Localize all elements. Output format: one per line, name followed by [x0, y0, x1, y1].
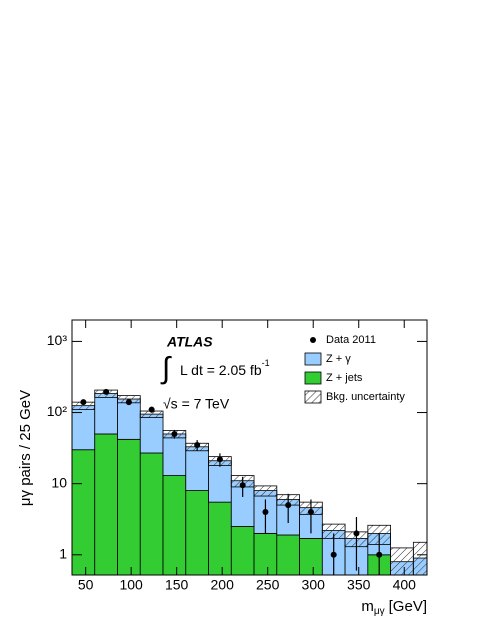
bar-segment	[276, 534, 300, 575]
y-axis-label: μγ pairs / 25 GeV	[17, 390, 34, 506]
frame	[71, 319, 428, 576]
data-point	[103, 388, 110, 395]
data-point	[307, 508, 314, 515]
x-tick-label: 200	[211, 577, 235, 593]
data-point	[285, 502, 292, 509]
legend-label: Z + jets	[326, 372, 363, 384]
bar-segment	[185, 446, 209, 491]
data-point	[80, 399, 87, 406]
energy-label: √s = 7 TeV	[163, 396, 230, 412]
legend-label: Bkg. uncertainty	[326, 391, 405, 403]
y-tick-label: 1	[59, 546, 67, 562]
x-tick-label: 300	[302, 577, 326, 593]
bar-segment	[208, 460, 232, 503]
bar-segment	[230, 526, 255, 575]
bar-segment	[72, 449, 96, 575]
legend-swatch	[304, 390, 322, 404]
lumi-text: L dt = 2.05 fb	[180, 362, 262, 378]
x-label-unit: [GeV]	[389, 598, 427, 615]
legend-label: Data 2011	[326, 334, 376, 346]
data-point	[216, 456, 223, 463]
integral-sign: ∫	[160, 352, 172, 385]
y-tick-label: 10	[51, 474, 67, 490]
x-tick-label: 100	[119, 577, 143, 593]
data-point	[239, 482, 246, 489]
bar-segment	[139, 413, 164, 454]
lumi-label: L dt = 2.05 fb-1	[180, 358, 270, 377]
y-tick-label: 10²	[47, 403, 68, 419]
x-axis-label: mμγ [GeV]	[361, 598, 427, 617]
uncertainty-band	[412, 541, 427, 575]
bar-segment	[94, 393, 118, 435]
lumi-exponent: -1	[262, 358, 270, 368]
x-tick-label: 400	[393, 577, 417, 593]
data-point	[376, 551, 383, 558]
x-tick-label: 150	[165, 577, 189, 593]
bar-segment	[299, 538, 323, 575]
data-point	[194, 441, 201, 448]
data-point	[148, 406, 155, 413]
plot-area	[72, 388, 427, 575]
bar-segment	[185, 490, 209, 575]
bar-segment	[253, 532, 278, 575]
data-point	[353, 530, 360, 537]
bar-segment	[162, 433, 187, 476]
experiment-label: ATLAS	[166, 334, 213, 350]
data-point	[330, 551, 337, 558]
x-label-symbol: m	[361, 598, 374, 615]
data-point	[125, 399, 132, 406]
x-label-subscript: μγ	[374, 606, 385, 617]
y-tick-label: 10³	[47, 332, 68, 348]
bar-segment	[208, 501, 232, 575]
x-tick-label: 350	[347, 577, 371, 593]
legend-swatch	[304, 371, 322, 385]
legend-swatch	[304, 352, 322, 366]
bar-segment	[117, 438, 141, 575]
bar-segment	[94, 433, 118, 575]
bar-segment	[139, 452, 164, 575]
legend-label: Z + γ	[326, 353, 351, 365]
legend-marker	[310, 337, 316, 343]
x-tick-label: 250	[256, 577, 280, 593]
x-tick-label: 50	[78, 577, 94, 593]
data-point	[171, 430, 178, 437]
bar-segment	[162, 475, 187, 575]
data-point	[262, 508, 269, 515]
uncertainty-band	[253, 485, 278, 497]
